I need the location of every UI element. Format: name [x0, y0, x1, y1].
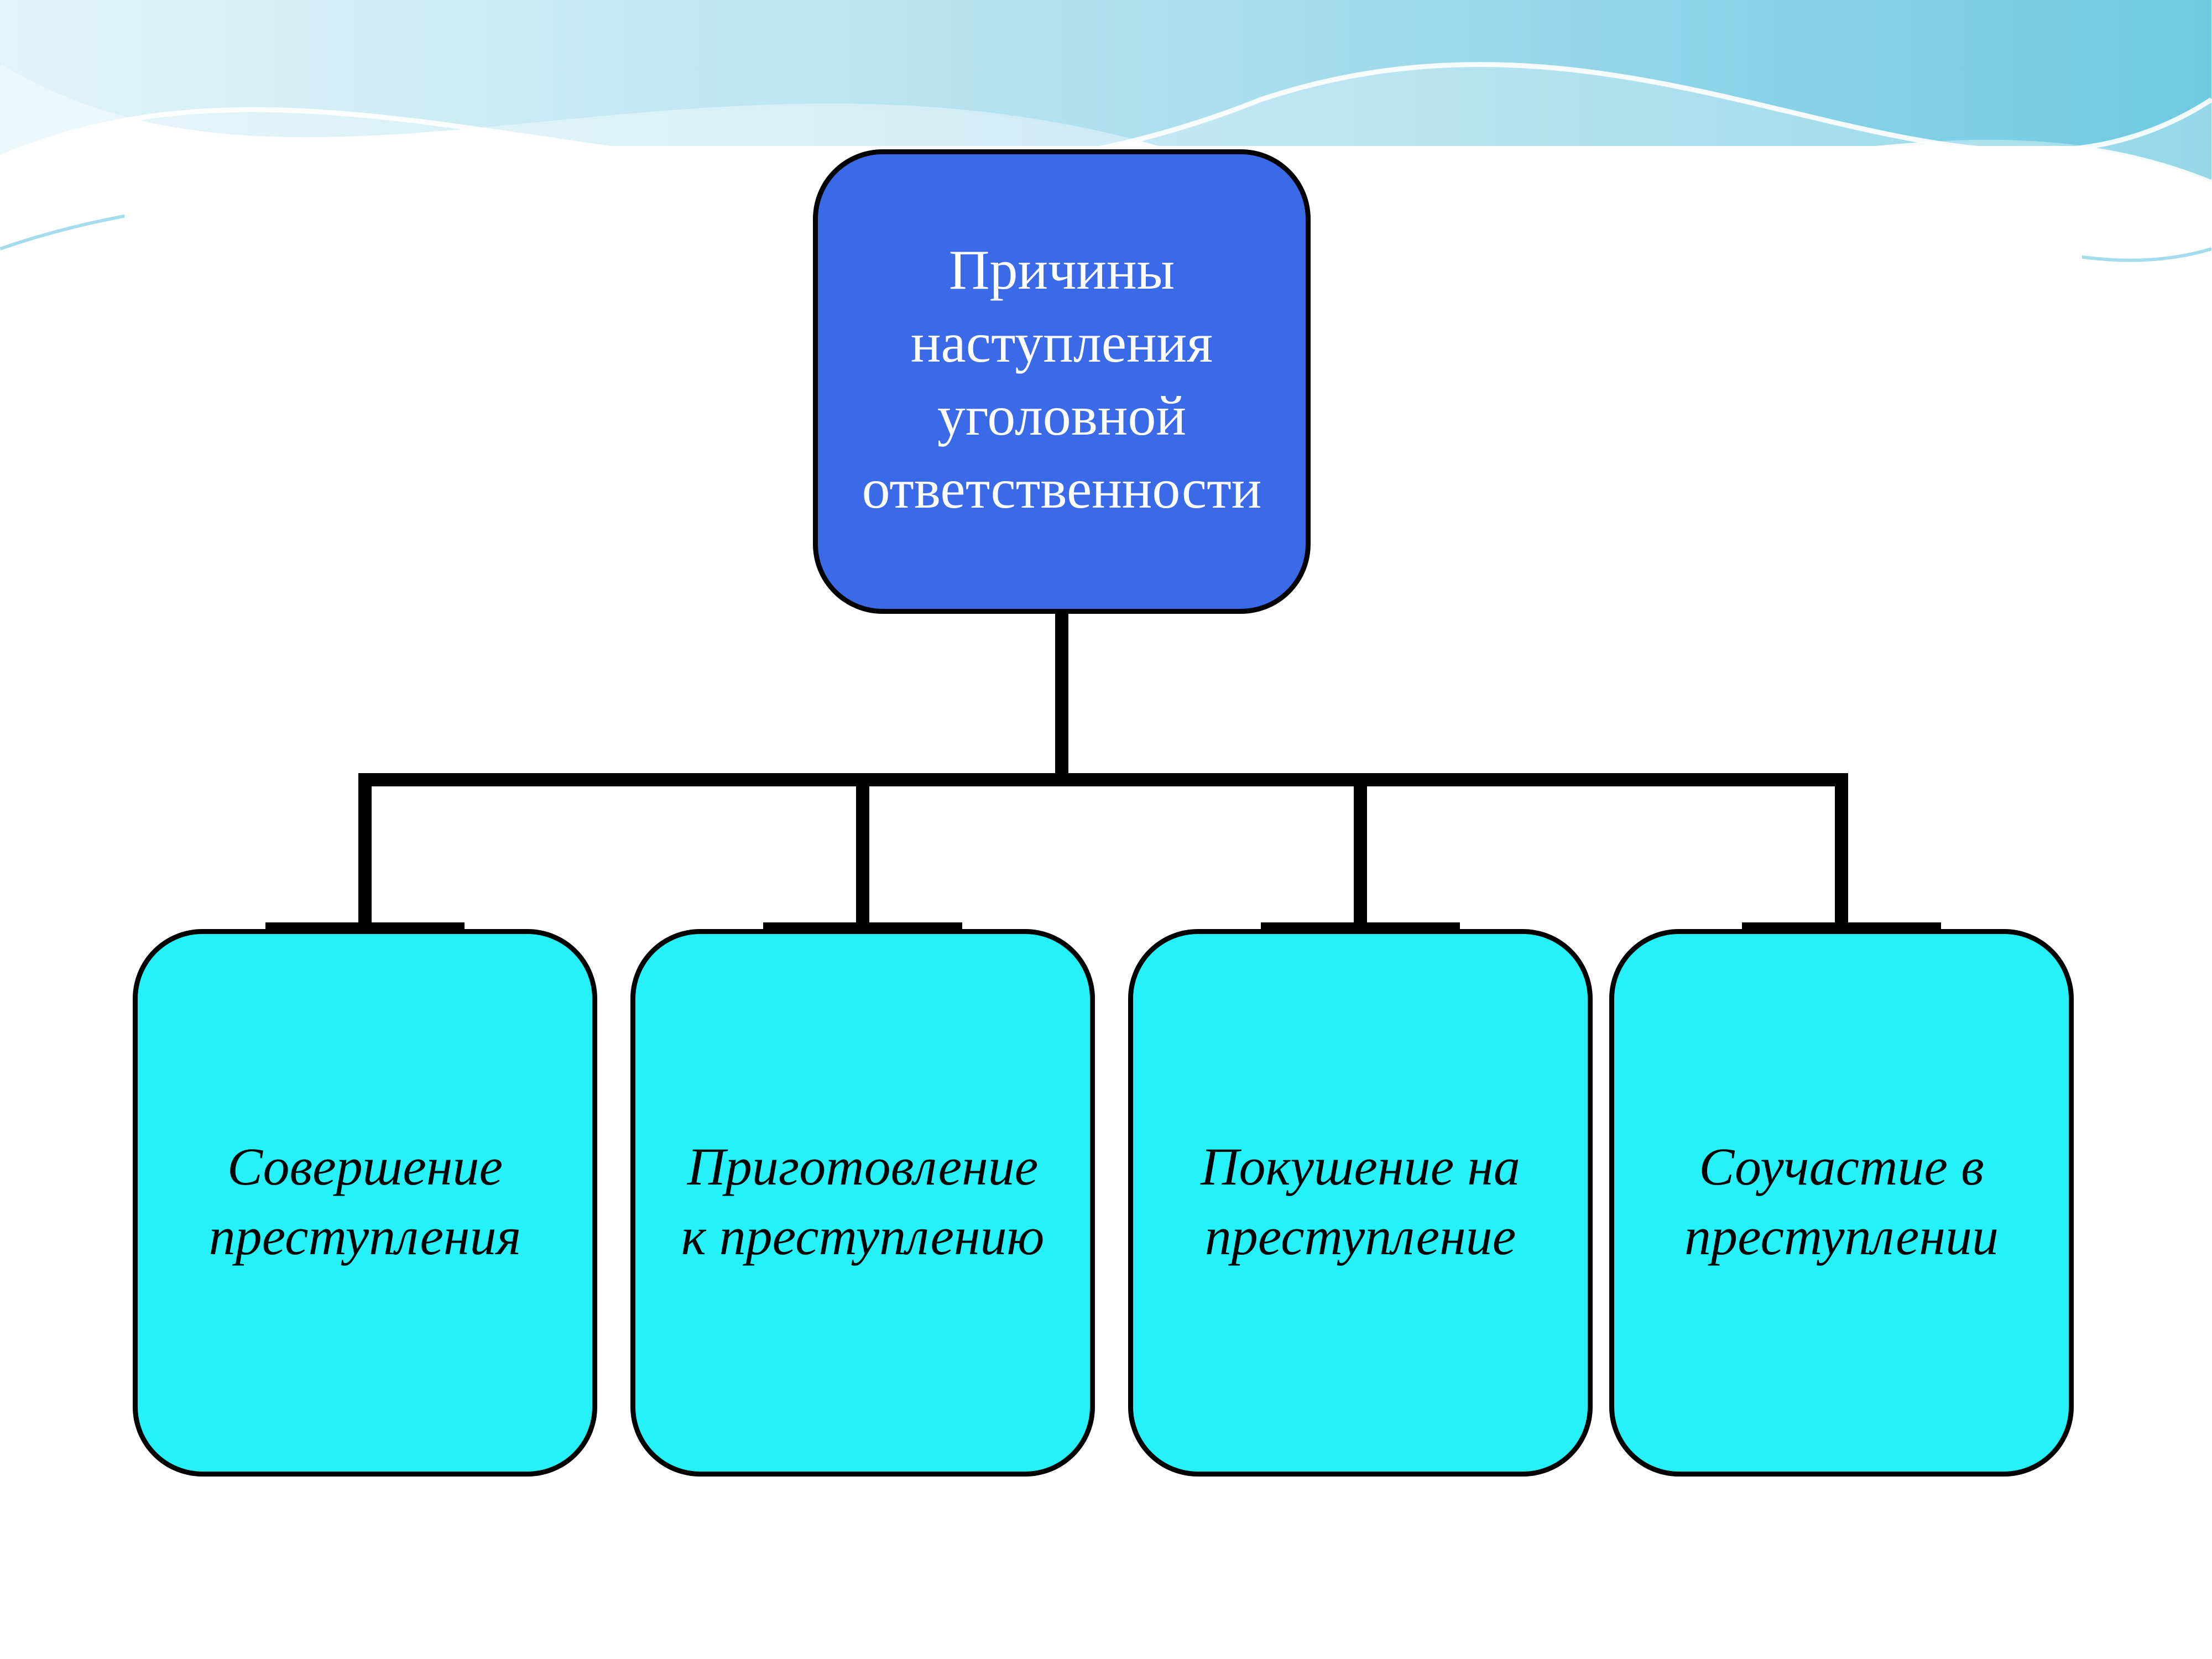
root-node: Причины наступления уголовной ответствен… [813, 149, 1311, 614]
child-node-label: Приготовление к преступлению [681, 1134, 1045, 1272]
child-node-1: Совершение преступления [133, 929, 597, 1477]
child-node-4: Соучастие в преступлении [1609, 929, 2074, 1477]
child-node-2: Приготовление к преступлению [630, 929, 1095, 1477]
child-node-label: Соучастие в преступлении [1684, 1134, 1999, 1272]
child-node-label: Покушение на преступление [1201, 1134, 1520, 1272]
root-node-label: Причины наступления уголовной ответствен… [862, 235, 1262, 528]
child-node-3: Покушение на преступление [1128, 929, 1593, 1477]
child-node-label: Совершение преступления [209, 1134, 521, 1272]
slide-canvas: Причины наступления уголовной ответствен… [0, 0, 2211, 1659]
